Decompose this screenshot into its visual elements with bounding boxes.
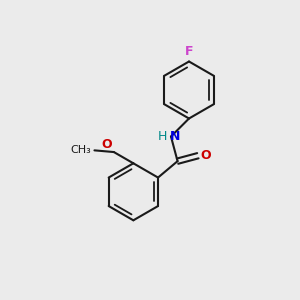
Text: O: O — [102, 138, 112, 151]
Text: N: N — [170, 130, 181, 143]
Text: F: F — [185, 45, 193, 58]
Text: H: H — [158, 130, 167, 143]
Text: CH₃: CH₃ — [71, 146, 92, 155]
Text: O: O — [201, 149, 211, 162]
